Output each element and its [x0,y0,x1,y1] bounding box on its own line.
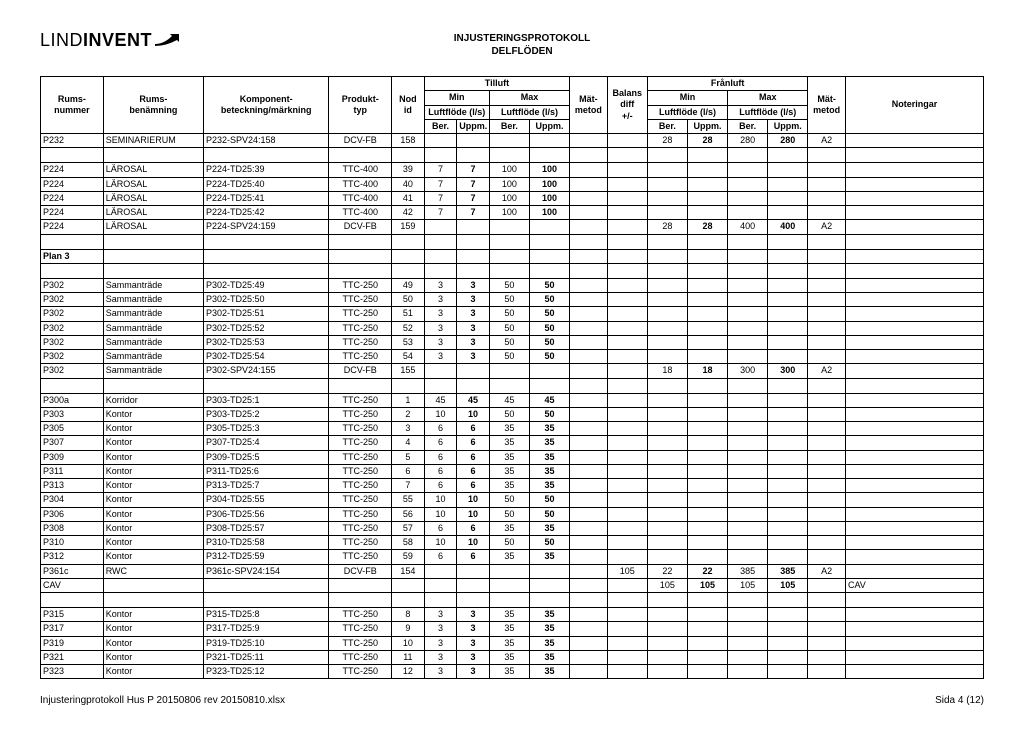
table-row: P224LÄROSALP224-SPV24:159DCV-FB159282840… [41,220,984,234]
col-noteringar: Noteringar [845,77,983,134]
table-row: P302SammanträdeP302-SPV24:155DCV-FB15518… [41,364,984,378]
col-rumsben: Rums-benämning [103,77,203,134]
blank-row [41,378,984,393]
document-title-line1: INJUSTERINGSPROTOKOLL [180,32,864,45]
col-f-min: Min [647,91,727,105]
col-t-min-uppm: Uppm. [457,119,490,133]
table-row: P306KontorP306-TD25:56TTC-2505610105050 [41,507,984,521]
document-title: INJUSTERINGSPROTOKOLL DELFLÖDEN [180,32,864,58]
col-nod: Nodid [392,77,425,134]
col-f-max-lf: Luftflöde (l/s) [728,105,808,119]
blank-row [41,234,984,249]
table-row: P307KontorP307-TD25:4TTC-2504663535 [41,436,984,450]
footer: Injusteringprotokoll Hus P 20150806 rev … [40,695,984,706]
document-title-line2: DELFLÖDEN [180,45,864,58]
col-balans: Balansdiff+/- [607,77,647,134]
table-row: P303KontorP303-TD25:2TTC-250210105050 [41,407,984,421]
table-row: P302SammanträdeP302-TD25:50TTC-250503350… [41,293,984,307]
table-row: P232SEMINARIERUMP232-SPV24:158DCV-FB1582… [41,134,984,148]
col-f-max: Max [728,91,808,105]
col-t-min-lf: Luftflöde (l/s) [424,105,489,119]
table-row: P311KontorP311-TD25:6TTC-2506663535 [41,464,984,478]
table-row: P224LÄROSALP224-TD25:40TTC-4004077100100 [41,177,984,191]
col-t-max-lf: Luftflöde (l/s) [489,105,569,119]
col-t-max-ber: Ber. [489,119,529,133]
col-matmetod-f: Mät-metod [808,77,846,134]
col-produkt: Produkt-typ [329,77,392,134]
table-row: P302SammanträdeP302-TD25:54TTC-250543350… [41,350,984,364]
table-row: P224LÄROSALP224-TD25:39TTC-4003977100100 [41,163,984,177]
logo-arrow-icon [154,31,180,52]
table-row: P319KontorP319-TD25:10TTC-25010333535 [41,636,984,650]
col-matmetod-t: Mät-metod [570,77,608,134]
table-row: P321KontorP321-TD25:11TTC-25011333535 [41,650,984,664]
blank-row [41,263,984,278]
col-f-min-ber: Ber. [647,119,687,133]
col-t-max-uppm: Uppm. [529,119,569,133]
table-row: P224LÄROSALP224-TD25:41TTC-4004177100100 [41,191,984,205]
table-row: P224LÄROSALP224-TD25:42TTC-4004277100100 [41,206,984,220]
footer-filename: Injusteringprotokoll Hus P 20150806 rev … [40,695,285,706]
logo-text-plain: LIND [40,30,83,50]
table-row: P302SammanträdeP302-TD25:53TTC-250533350… [41,335,984,349]
table-row: P313KontorP313-TD25:7TTC-2507663535 [41,479,984,493]
col-f-min-uppm: Uppm. [687,119,727,133]
col-komponent: Komponent-beteckning/märkning [204,77,329,134]
footer-page: Sida 4 (12) [935,695,984,706]
blank-row [41,148,984,163]
col-t-min-ber: Ber. [424,119,457,133]
table-row: P302SammanträdeP302-TD25:51TTC-250513350… [41,307,984,321]
table-row: P315KontorP315-TD25:8TTC-2508333535 [41,608,984,622]
col-f-max-uppm: Uppm. [768,119,808,133]
table-row: P361cRWCP361c-SPV24:154DCV-FB15410522223… [41,564,984,578]
table-row: P309KontorP309-TD25:5TTC-2505663535 [41,450,984,464]
logo-text-bold: INVENT [83,30,152,50]
table-row: P300aKorridorP303-TD25:1TTC-250145454545 [41,393,984,407]
table-row: P302SammanträdeP302-TD25:49TTC-250493350… [41,278,984,292]
col-f-max-ber: Ber. [728,119,768,133]
table-row: P305KontorP305-TD25:3TTC-2503663535 [41,422,984,436]
col-f-min-lf: Luftflöde (l/s) [647,105,727,119]
table-body: P232SEMINARIERUMP232-SPV24:158DCV-FB1582… [41,134,984,679]
header-row: LINDINVENT INJUSTERINGSPROTOKOLL DELFLÖD… [40,30,984,58]
table-row: P304KontorP304-TD25:55TTC-2505510105050 [41,493,984,507]
table-row: CAV105105105105CAV [41,578,984,592]
blank-row [41,593,984,608]
table-row: P308KontorP308-TD25:57TTC-25057663535 [41,521,984,535]
col-t-min: Min [424,91,489,105]
table-row: P310KontorP310-TD25:58TTC-2505810105050 [41,536,984,550]
col-tilluft: Tilluft [424,77,569,91]
table-row: P312KontorP312-TD25:59TTC-25059663535 [41,550,984,564]
logo: LINDINVENT [40,30,180,52]
col-t-max: Max [489,91,569,105]
protocol-table: Rums-nummer Rums-benämning Komponent-bet… [40,76,984,679]
plan-row: Plan 3 [41,249,984,263]
col-rumsnummer: Rums-nummer [41,77,104,134]
table-header: Rums-nummer Rums-benämning Komponent-bet… [41,77,984,134]
table-row: P317KontorP317-TD25:9TTC-2509333535 [41,622,984,636]
col-franluft: Frånluft [647,77,808,91]
table-row: P323KontorP323-TD25:12TTC-25012333535 [41,665,984,679]
table-row: P302SammanträdeP302-TD25:52TTC-250523350… [41,321,984,335]
